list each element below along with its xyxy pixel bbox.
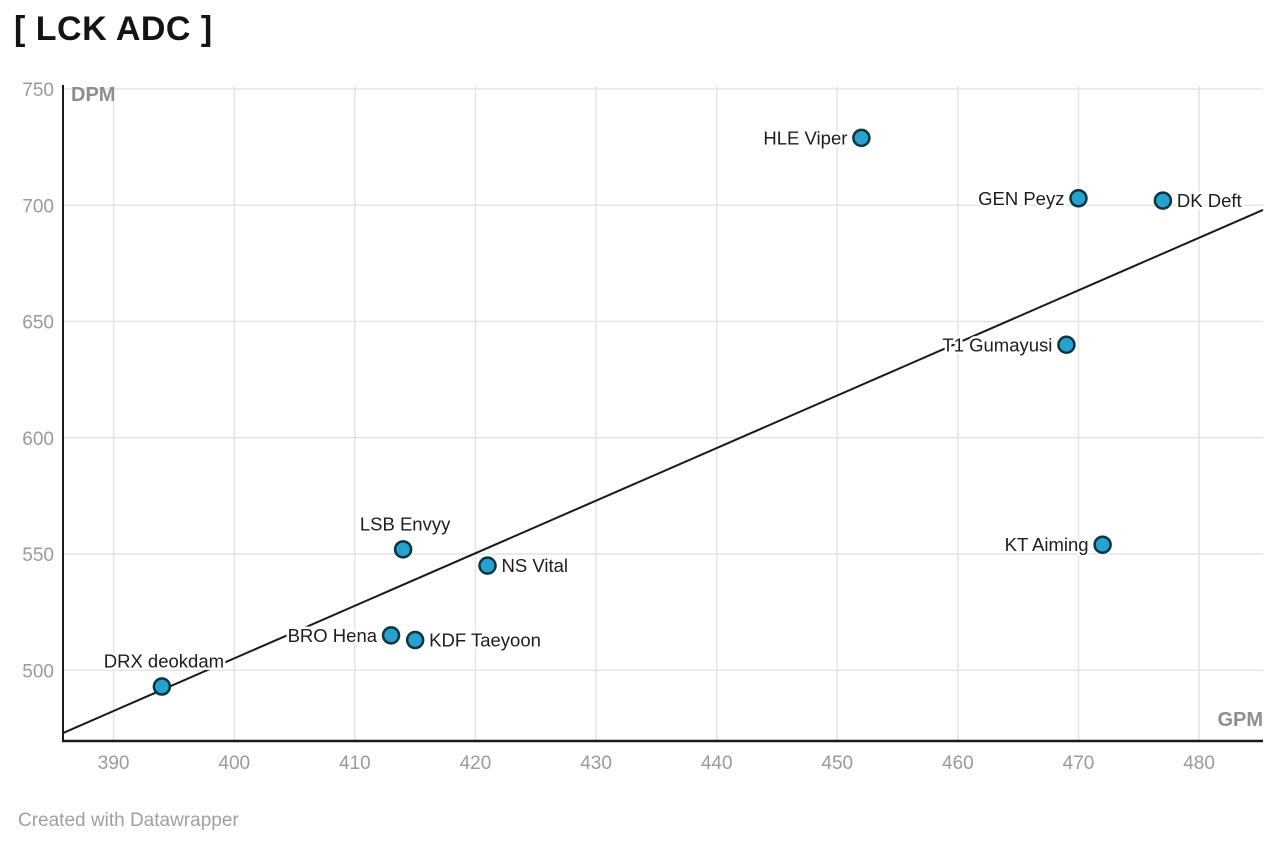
attribution: Created with Datawrapper (18, 810, 239, 832)
data-points: HLE Viper GEN Peyz DK Deft T1 Gumayusi KT Ai… (101, 125, 1244, 696)
data-point-kt-aiming[interactable] (1093, 535, 1112, 554)
trend-line (62, 208, 1264, 734)
data-point-t1-gumayusi[interactable] (1057, 335, 1076, 354)
data-point-dk-deft[interactable] (1153, 191, 1173, 210)
point-label-ns-vital: NS Vital (502, 555, 568, 576)
point-label-gen-peyz: GEN Peyz (978, 188, 1064, 209)
data-point-hle-viper[interactable] (852, 128, 871, 148)
axes (62, 85, 1263, 743)
x-tick-label-400: 400 (218, 753, 250, 774)
data-point-bro-hena[interactable] (381, 626, 401, 645)
y-tick-label-500: 500 (22, 661, 54, 682)
y-axis-title: DPM (71, 84, 115, 106)
x-tick-label-390: 390 (98, 753, 130, 774)
y-tick-label-750: 750 (22, 80, 54, 101)
point-label-bro-hena: BRO Hena (288, 625, 378, 646)
point-label-hle-viper: HLE Viper (763, 127, 847, 148)
y-tick-label-600: 600 (22, 429, 54, 450)
point-label-kdf-taeyoon: KDF Taeyoon (429, 630, 541, 651)
data-point-lsb-envyy[interactable] (393, 540, 413, 559)
x-tick-label-460: 460 (942, 753, 974, 774)
point-label-lsb-envyy: LSB Envyy (360, 513, 451, 534)
x-axis-title: GPM (1217, 709, 1263, 731)
x-tick-label-420: 420 (460, 753, 492, 774)
x-tick-label-450: 450 (821, 753, 853, 774)
y-tick-label-700: 700 (22, 196, 54, 217)
x-tick-label-480: 480 (1183, 753, 1215, 774)
data-point-kdf-taeyoon[interactable] (405, 630, 425, 650)
gridlines (63, 86, 1263, 740)
data-point-gen-peyz[interactable] (1069, 189, 1088, 208)
point-label-t1-gumayusi: T1 Gumayusi (942, 334, 1052, 355)
data-point-ns-vital[interactable] (478, 556, 497, 575)
point-label-drx-deokdam: DRX deokdam (104, 651, 224, 672)
y-tick-label-650: 650 (22, 313, 54, 334)
x-tick-label-470: 470 (1063, 753, 1095, 774)
chart-title: [ LCK ADC ] (14, 10, 213, 48)
y-tick-label-550: 550 (22, 545, 54, 566)
datawrapper-attribution-link[interactable]: Created with Datawrapper (18, 810, 239, 831)
x-tick-label-410: 410 (339, 753, 371, 774)
point-label-dk-deft: DK Deft (1177, 190, 1242, 211)
point-label-kt-aiming: KT Aiming (1005, 534, 1089, 555)
x-tick-label-430: 430 (580, 753, 612, 774)
x-tick-label-440: 440 (701, 753, 733, 774)
data-point-drx-deokdam[interactable] (152, 677, 172, 696)
